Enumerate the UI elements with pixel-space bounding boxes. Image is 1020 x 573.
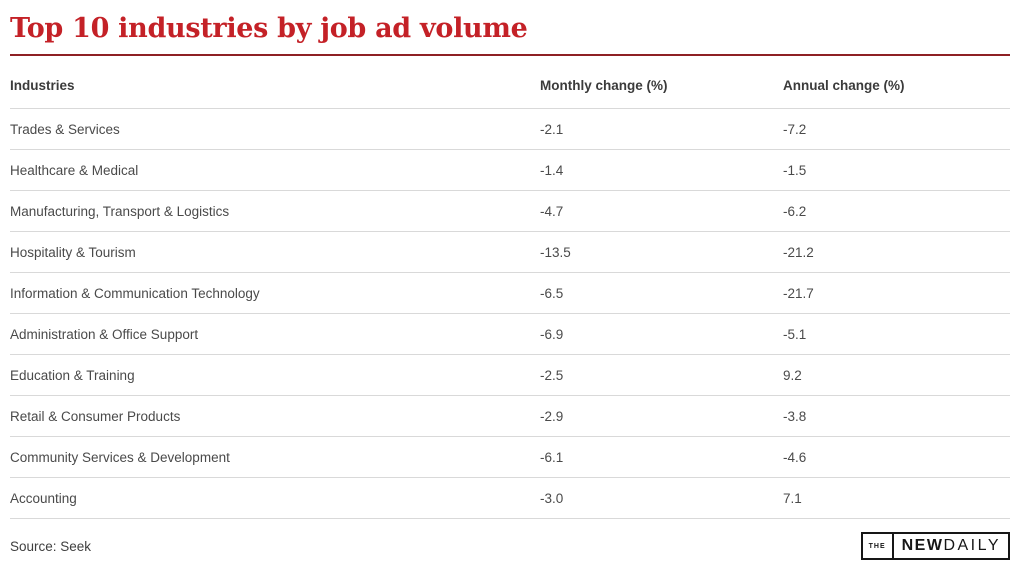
industry-cell: Community Services & Development: [10, 449, 230, 465]
table-row: Education & Training -2.5 9.2: [10, 355, 1010, 396]
page-title: Top 10 industries by job ad volume: [10, 0, 1010, 56]
column-header-industries: Industries: [10, 77, 75, 93]
table-row: Community Services & Development -6.1 -4…: [10, 437, 1010, 478]
table-row: Administration & Office Support -6.9 -5.…: [10, 314, 1010, 355]
table-row: Information & Communication Technology -…: [10, 273, 1010, 314]
annual-change-cell: 9.2: [783, 367, 802, 383]
table-row: Hospitality & Tourism -13.5 -21.2: [10, 232, 1010, 273]
monthly-change-cell: -6.9: [540, 326, 564, 342]
industry-cell: Healthcare & Medical: [10, 162, 139, 178]
table-row: Retail & Consumer Products -2.9 -3.8: [10, 396, 1010, 437]
industry-cell: Accounting: [10, 490, 77, 506]
industry-cell: Trades & Services: [10, 121, 120, 137]
annual-change-cell: -7.2: [783, 121, 807, 137]
monthly-change-cell: -3.0: [540, 490, 564, 506]
industry-cell: Information & Communication Technology: [10, 285, 260, 301]
annual-change-cell: -6.2: [783, 203, 807, 219]
industry-cell: Administration & Office Support: [10, 326, 199, 342]
monthly-change-cell: -2.1: [540, 121, 564, 137]
industry-cell: Hospitality & Tourism: [10, 244, 136, 260]
table-row: Trades & Services -2.1 -7.2: [10, 109, 1010, 150]
footer: Source: Seek THE NEW DAILY: [10, 532, 1010, 560]
table-row: Accounting -3.0 7.1: [10, 478, 1010, 519]
table-header-row: Industries Monthly change (%) Annual cha…: [10, 56, 1010, 109]
industry-cell: Retail & Consumer Products: [10, 408, 181, 424]
monthly-change-cell: -4.7: [540, 203, 564, 219]
monthly-change-cell: -2.9: [540, 408, 564, 424]
table-row: Manufacturing, Transport & Logistics -4.…: [10, 191, 1010, 232]
monthly-change-cell: -6.1: [540, 449, 564, 465]
annual-change-cell: 7.1: [783, 490, 802, 506]
the-new-daily-logo: THE NEW DAILY: [860, 532, 1010, 560]
annual-change-cell: -21.7: [783, 285, 814, 301]
logo-new-label: NEW: [901, 537, 944, 554]
industry-cell: Education & Training: [10, 367, 135, 383]
monthly-change-cell: -13.5: [540, 244, 571, 260]
annual-change-cell: -1.5: [783, 162, 807, 178]
logo-the-label: THE: [863, 534, 894, 558]
annual-change-cell: -21.2: [783, 244, 814, 260]
column-header-annual-change: Annual change (%): [783, 77, 905, 93]
monthly-change-cell: -2.5: [540, 367, 564, 383]
annual-change-cell: -3.8: [783, 408, 807, 424]
monthly-change-cell: -1.4: [540, 162, 564, 178]
logo-wordmark: NEW DAILY: [894, 534, 1008, 558]
annual-change-cell: -5.1: [783, 326, 807, 342]
table-body: Trades & Services -2.1 -7.2 Healthcare &…: [10, 109, 1010, 519]
monthly-change-cell: -6.5: [540, 285, 564, 301]
annual-change-cell: -4.6: [783, 449, 807, 465]
industry-cell: Manufacturing, Transport & Logistics: [10, 203, 230, 219]
logo-daily-label: DAILY: [943, 537, 1001, 554]
table-row: Healthcare & Medical -1.4 -1.5: [10, 150, 1010, 191]
column-header-monthly-change: Monthly change (%): [540, 77, 668, 93]
source-attribution: Source: Seek: [10, 538, 92, 554]
